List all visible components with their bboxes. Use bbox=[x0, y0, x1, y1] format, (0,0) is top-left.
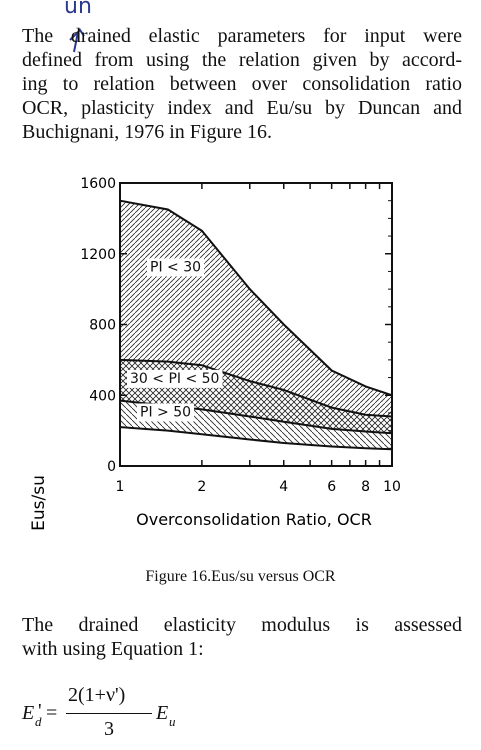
band-upper-boundary bbox=[119, 199, 393, 397]
equation-rhs: E bbox=[156, 702, 169, 724]
equation-equals: = bbox=[46, 702, 58, 724]
band-label: PI > 50 bbox=[137, 403, 195, 422]
equation-lhs-subscript: d bbox=[35, 714, 42, 729]
band-label-text: 30 < PI < 50 bbox=[130, 371, 219, 387]
paragraph-line: The drained elastic parameters for input… bbox=[22, 25, 462, 47]
handwritten-caret bbox=[69, 28, 85, 53]
x-tick-label: 10 bbox=[383, 479, 401, 495]
paragraph-line: The drained elasticity modulus is assess… bbox=[22, 614, 462, 636]
band-label-text: PI < 30 bbox=[150, 259, 201, 275]
y-tick-label: 1600 bbox=[80, 176, 116, 192]
figure-chart: 0 400 800 1200 1600 1 2 4 6 8 10 PI < 30 30 < PI < … bbox=[29, 176, 401, 531]
equation-lhs: E bbox=[22, 702, 35, 724]
y-tick-label: 800 bbox=[89, 318, 116, 334]
equation-denominator: 3 bbox=[104, 718, 114, 740]
paragraph-line: Buchignani, 1976 in Figure 16. bbox=[22, 121, 272, 143]
x-tick-label: 6 bbox=[327, 479, 336, 495]
paragraph-line: with using Equation 1: bbox=[22, 638, 204, 660]
band-lower-boundary bbox=[119, 426, 393, 451]
x-tick-label: 4 bbox=[279, 479, 288, 495]
band-area bbox=[120, 200, 392, 417]
band-label-background bbox=[137, 403, 195, 422]
paragraph-intro: The drained elastic parameters for input… bbox=[22, 24, 462, 144]
band-label-text: PI > 50 bbox=[140, 404, 191, 420]
band-label-background bbox=[147, 258, 205, 277]
paragraph-line: defined from using the relation given by… bbox=[22, 49, 462, 71]
band-label-background bbox=[127, 369, 223, 388]
x-axis-label: Overconsolidation Ratio, OCR bbox=[136, 510, 372, 529]
x-tick-label: 1 bbox=[116, 479, 125, 495]
y-tick-label: 400 bbox=[89, 388, 116, 404]
handwritten-note: un bbox=[64, 0, 92, 19]
x-tick-label: 8 bbox=[361, 479, 370, 495]
y-tick-label: 1200 bbox=[80, 247, 116, 263]
paragraph-line: ing to relation between over consolidati… bbox=[22, 73, 462, 95]
y-tick-label: 0 bbox=[107, 459, 116, 475]
paragraph-equation-intro: The drained elasticity modulus is assess… bbox=[22, 613, 462, 661]
fraction-bar bbox=[66, 713, 152, 714]
equation-1: E d ' = 2(1+ν') 3 E u bbox=[22, 680, 222, 746]
y-axis-label: Eus/su bbox=[29, 475, 49, 531]
equation-lhs-prime: ' bbox=[38, 700, 42, 722]
figure-caption: Figure 16.Eus/su versus OCR bbox=[145, 568, 336, 585]
band-label: PI < 30 bbox=[147, 258, 205, 277]
paragraph-line: OCR, plasticity index and Eu/su by Dunca… bbox=[22, 97, 462, 119]
band-label: 30 < PI < 50 bbox=[127, 369, 223, 388]
equation-numerator: 2(1+ν') bbox=[68, 684, 126, 706]
band-upper-boundary bbox=[119, 358, 393, 418]
x-tick-label: 2 bbox=[197, 479, 206, 495]
equation-rhs-subscript: u bbox=[169, 714, 176, 729]
